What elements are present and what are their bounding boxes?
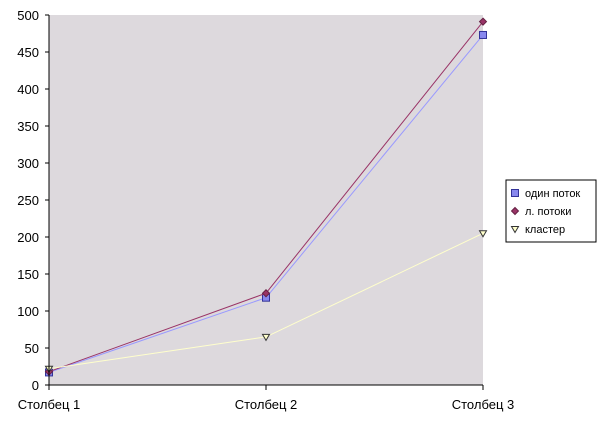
data-point-square xyxy=(479,30,487,39)
x-tick-label: Столбец 1 xyxy=(18,397,81,412)
x-tick-label: Столбец 3 xyxy=(452,397,515,412)
y-axis-ticks: 0 50 100 150 200 250 300 350 400 450 500 xyxy=(17,8,49,393)
y-tick-label: 400 xyxy=(17,82,39,97)
plot-area xyxy=(49,15,483,385)
y-tick-label: 300 xyxy=(17,156,39,171)
legend-label: один поток xyxy=(525,188,580,200)
x-tick-label: Столбец 2 xyxy=(235,397,298,412)
y-tick-label: 250 xyxy=(17,193,39,208)
legend-item-2: л. потоки xyxy=(510,206,571,218)
data-point-diamond xyxy=(510,206,520,216)
y-tick-label: 0 xyxy=(32,378,39,393)
series-2 xyxy=(44,17,488,376)
y-tick-label: 450 xyxy=(17,45,39,60)
legend-label: кластер xyxy=(525,224,565,236)
data-point-diamond xyxy=(261,289,271,298)
legend-item-1: один поток xyxy=(511,188,580,200)
data-point-square xyxy=(511,189,519,197)
y-tick-label: 100 xyxy=(17,304,39,319)
series-3 xyxy=(44,230,488,374)
y-tick-label: 50 xyxy=(25,341,39,356)
data-point-triangle xyxy=(510,226,520,234)
data-point-triangle xyxy=(261,333,271,342)
legend-box xyxy=(505,179,597,243)
y-tick-label: 150 xyxy=(17,267,39,282)
legend-item-3: кластер xyxy=(510,224,565,236)
x-axis-ticks: Столбец 1 Столбец 2 Столбец 3 xyxy=(18,385,515,412)
y-tick-label: 350 xyxy=(17,119,39,134)
data-point-diamond xyxy=(478,17,488,26)
legend: один поток л. потоки кластер xyxy=(505,179,597,243)
data-point-triangle xyxy=(478,230,488,238)
legend-label: л. потоки xyxy=(525,206,571,218)
y-tick-label: 500 xyxy=(17,8,39,23)
y-tick-label: 200 xyxy=(17,230,39,245)
series-layer xyxy=(44,17,488,377)
